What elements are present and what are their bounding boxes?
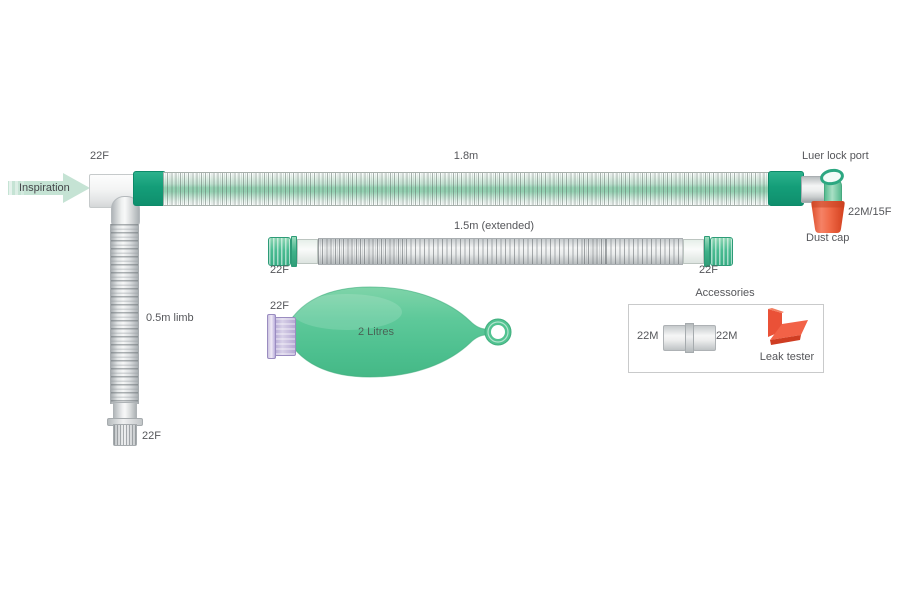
adapter-22m-22m xyxy=(663,322,716,354)
tube-cuff-left xyxy=(133,171,166,206)
inspiration-label: Inspiration xyxy=(19,182,70,194)
bag-neck-size-label: 22F xyxy=(270,300,289,312)
patient-port-size-label: 22F xyxy=(90,150,109,162)
adapter-left-size-label: 22M xyxy=(637,330,659,342)
short-limb-end-size-label: 22F xyxy=(142,430,161,442)
main-tube-length-label: 1.8m xyxy=(453,150,479,162)
bag-volume-label: 2 Litres xyxy=(357,326,395,338)
extension-extended-section xyxy=(606,237,683,265)
inspiration-arrow: Inspiration xyxy=(8,172,92,204)
extension-compressed-section xyxy=(318,237,406,265)
extension-sleeve-left xyxy=(297,238,318,264)
adapter-cylinder-right xyxy=(693,325,716,351)
dust-cap-label: Dust cap xyxy=(806,232,850,244)
extension-right-size-label: 22F xyxy=(699,264,718,276)
machine-end-size-label: 22M/15F xyxy=(848,206,892,218)
adapter-cylinder-left xyxy=(663,325,686,351)
extension-flange-left xyxy=(291,235,297,267)
tube-cuff-right xyxy=(768,171,804,206)
extension-connector-left xyxy=(268,236,291,266)
adapter-right-size-label: 22M xyxy=(716,330,738,342)
main-corrugated-tube xyxy=(163,172,769,206)
dust-cap xyxy=(811,201,845,233)
bag-neck-flange xyxy=(267,314,276,359)
extension-sleeve-right xyxy=(683,238,704,264)
short-limb-length-label: 0.5m limb xyxy=(146,312,194,324)
reservoir-bag xyxy=(283,286,512,378)
dust-cap-icon xyxy=(811,201,845,233)
short-limb-end-cap xyxy=(113,424,137,446)
accessories-title: Accessories xyxy=(695,287,755,299)
short-limb-corrugated-tube xyxy=(110,224,139,404)
extension-connector-right xyxy=(710,236,733,266)
extension-flange-right xyxy=(704,235,710,267)
extension-extended-section xyxy=(406,237,584,265)
luer-lock-port-label: Luer lock port xyxy=(802,150,869,162)
leak-tester-icon xyxy=(768,308,808,345)
leak-tester-label: Leak tester xyxy=(759,351,815,363)
extension-left-size-label: 22F xyxy=(270,264,289,276)
arrow-right-icon xyxy=(8,173,90,203)
extension-compressed-section xyxy=(584,237,606,265)
extension-tube xyxy=(268,235,733,267)
extension-length-label: 1.5m (extended) xyxy=(453,220,535,232)
adapter-joint xyxy=(685,323,694,353)
